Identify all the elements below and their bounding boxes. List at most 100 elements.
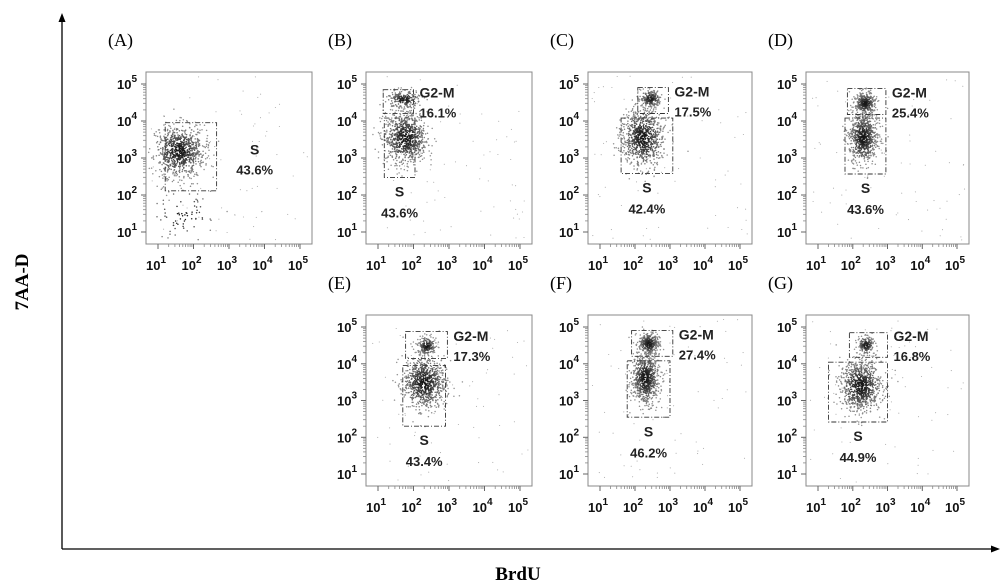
event-dot <box>855 107 857 109</box>
event-dot <box>415 153 418 156</box>
event-dot <box>633 113 635 115</box>
event-dot <box>386 76 388 78</box>
event-dot <box>635 151 638 153</box>
event-dot <box>878 119 881 121</box>
event-dot <box>848 109 850 112</box>
event-dot <box>860 124 862 126</box>
event-dot <box>641 145 644 148</box>
event-dot <box>855 151 857 154</box>
event-dot <box>506 136 508 138</box>
event-dot <box>657 151 660 153</box>
event-dot <box>171 165 174 168</box>
event-dot <box>183 175 185 178</box>
event-dot <box>169 130 171 132</box>
gate-name: G2-M <box>674 84 709 100</box>
event-dot <box>649 116 651 119</box>
event-dot <box>407 156 410 159</box>
event-dot <box>962 85 964 87</box>
event-dot <box>647 170 650 173</box>
event-dot <box>850 109 852 111</box>
event-dot <box>396 93 398 96</box>
event-dot <box>195 218 197 220</box>
event-dot <box>206 137 208 140</box>
event-dot <box>656 91 658 93</box>
event-dot <box>625 114 628 116</box>
event-dot <box>380 132 382 134</box>
event-dot <box>407 123 410 126</box>
event-dot <box>191 136 193 138</box>
event-dot <box>874 146 877 149</box>
event-dot <box>872 131 874 133</box>
event-dot <box>648 111 650 114</box>
event-dot <box>648 126 651 129</box>
event-dot <box>410 160 412 163</box>
event-dot <box>618 135 620 137</box>
event-dot <box>405 103 408 105</box>
event-dot <box>640 128 643 130</box>
event-dot <box>652 140 655 143</box>
event-dot <box>513 373 515 375</box>
event-dot <box>175 170 178 173</box>
event-dot <box>638 131 640 134</box>
event-dot <box>862 98 865 100</box>
event-dot <box>851 111 853 114</box>
event-dot <box>411 118 414 120</box>
event-dot <box>398 156 401 158</box>
panel-grid: (A)S43.6%101 102 103 104 105101102103104105(… <box>108 30 970 515</box>
event-dot <box>641 135 644 137</box>
event-dot <box>183 139 185 142</box>
figure-axes: 7AA-D BrdU <box>12 13 1000 585</box>
event-dot <box>864 106 867 109</box>
event-dot <box>887 136 889 138</box>
event-dot <box>901 192 903 194</box>
gate-s: S43.6% <box>164 122 274 192</box>
event-dot <box>411 128 414 130</box>
event-dot <box>650 162 652 164</box>
event-dot <box>854 136 857 138</box>
event-dot <box>867 122 869 125</box>
event-dot <box>394 162 397 165</box>
event-dot <box>870 154 872 156</box>
event-dot <box>400 160 403 162</box>
event-dot <box>873 132 875 135</box>
event-dot <box>617 149 620 152</box>
event-dot <box>440 399 443 401</box>
event-dot <box>158 143 161 146</box>
event-dot <box>180 162 182 165</box>
x-tick-label: 102 <box>623 255 643 273</box>
event-dot <box>174 234 176 236</box>
event-dot <box>864 148 867 150</box>
event-dot <box>440 121 442 123</box>
event-dot <box>866 101 868 104</box>
event-dot <box>397 87 400 89</box>
event-dot <box>634 133 636 135</box>
event-dot <box>389 154 392 157</box>
event-dot <box>381 117 383 120</box>
event-dot <box>599 196 601 198</box>
event-dot <box>408 125 411 127</box>
event-dot <box>186 212 188 215</box>
event-dot <box>871 103 873 105</box>
event-dot <box>193 205 196 207</box>
event-dot <box>413 128 415 131</box>
event-dot <box>863 115 865 117</box>
event-dot <box>394 143 396 146</box>
event-dot <box>162 155 165 158</box>
event-dot <box>410 99 413 101</box>
event-dot <box>598 86 600 89</box>
event-dot <box>176 158 179 161</box>
event-dot <box>430 442 432 444</box>
event-dot <box>156 215 158 218</box>
event-dot <box>171 161 174 163</box>
event-dot <box>622 132 625 134</box>
event-dot <box>390 129 393 131</box>
panel-label: (C) <box>550 30 574 51</box>
event-dot <box>412 161 415 163</box>
event-dot <box>390 100 393 102</box>
event-dot <box>645 103 647 105</box>
event-dot <box>431 127 433 130</box>
event-dot <box>858 146 861 148</box>
event-dot <box>642 126 645 128</box>
figure-y-axis-label: 7AA-D <box>12 254 33 311</box>
y-tick-label: 103 <box>777 148 797 166</box>
